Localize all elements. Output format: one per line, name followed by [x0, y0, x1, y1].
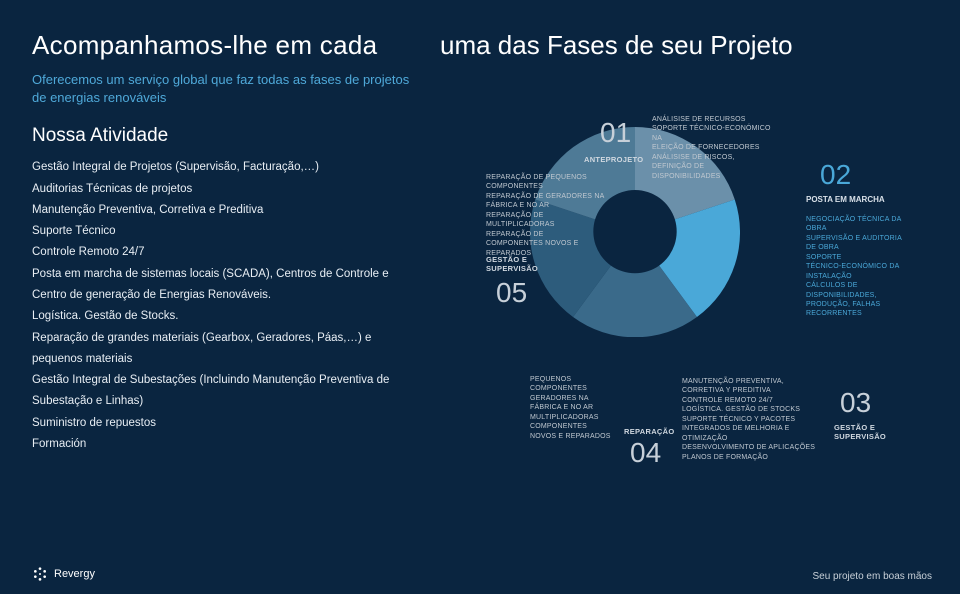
list-item: Auditorias Técnicas de projetos — [32, 179, 420, 200]
list-item: Centro de generação de Energias Renováve… — [32, 285, 420, 306]
page-subtitle: Oferecemos um serviço global que faz tod… — [32, 71, 420, 107]
phase-label-04: REPARAÇÃO — [624, 427, 674, 436]
page-title: Acompanhamos-lhe em cada — [32, 30, 420, 61]
list-item: Gestão Integral de Subestações (Incluind… — [32, 370, 420, 391]
list-item: pequenos materiais — [32, 349, 420, 370]
list-item: Suministro de repuestos — [32, 413, 420, 434]
section-heading: Nossa Atividade — [32, 125, 420, 147]
list-item: Logística. Gestão de Stocks. — [32, 306, 420, 327]
phase-desc-05: REPARAÇÃO DE PEQUENOS COMPONENTES REPARA… — [486, 173, 616, 258]
phase-label-01: ANTEPROJETO — [584, 155, 643, 164]
list-item: Reparação de grandes materiais (Gearbox,… — [32, 328, 420, 349]
phase-desc-03: MANUTENÇÃO PREVENTIVA, CORRETIVA Y PREDI… — [682, 377, 827, 462]
phase-num-05: 05 — [496, 277, 527, 309]
list-item: Suporte Técnico — [32, 221, 420, 242]
activity-list: Gestão Integral de Projetos (Supervisão,… — [32, 157, 420, 455]
list-item: Controle Remoto 24/7 — [32, 242, 420, 263]
phase-num-03: 03 — [840, 387, 871, 419]
phase-desc-02: NEGOCIAÇÃO TÉCNICA DA OBRA SUPERVISÃO E … — [806, 215, 916, 319]
list-item: Gestão Integral de Projetos (Supervisão,… — [32, 157, 420, 178]
list-item: Posta em marcha de sistemas locais (SCAD… — [32, 264, 420, 285]
phase-num-02: 02 — [820, 159, 851, 191]
phase-num-04: 04 — [630, 437, 661, 469]
phase-desc-04: PEQUENOS COMPONENTES GERADORES NA FÁBRIC… — [530, 375, 620, 441]
right-title: uma das Fases de seu Projeto — [440, 30, 940, 61]
phase-label-03: GESTÃO E SUPERVISÃO — [834, 423, 886, 441]
footer: Revergy — [32, 566, 95, 582]
list-item: Subestação e Linhas) — [32, 391, 420, 412]
phase-label-02: POSTA EM MARCHA — [806, 195, 885, 204]
revergy-icon — [32, 566, 48, 582]
list-item: Formación — [32, 434, 420, 455]
brand-name: Revergy — [54, 568, 95, 580]
list-item: Manutenção Preventiva, Corretiva e Predi… — [32, 200, 420, 221]
tagline: Seu projeto em boas mãos — [812, 571, 932, 582]
phase-desc-01: ANÁLISISE DE RECURSOS SOPORTE TÉCNICO-EC… — [652, 115, 772, 181]
phase-num-01: 01 — [600, 117, 631, 149]
phase-diagram: 01 ANTEPROJETO ANÁLISISE DE RECURSOS SOP… — [440, 77, 920, 517]
